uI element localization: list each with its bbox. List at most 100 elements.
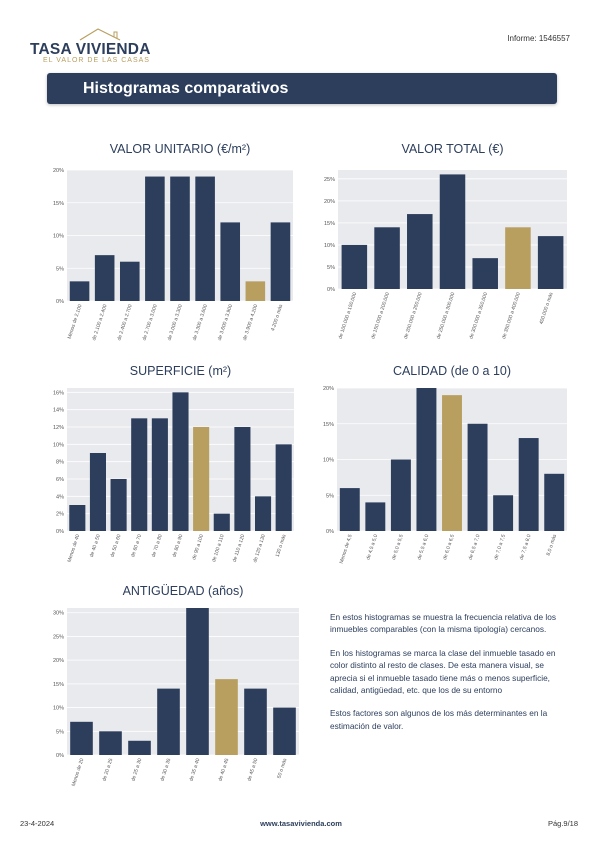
x-tick-label: de 3.900 a 4.200 <box>242 304 259 342</box>
chart-calidad: CALIDAD (de 0 a 10) 0% 5% 10% 15% 20% Menos de… <box>323 364 567 565</box>
bar <box>365 502 386 531</box>
bar-highlight <box>193 427 210 531</box>
bar-highlight <box>245 281 266 301</box>
chart-title: VALOR TOTAL (€) <box>401 142 503 156</box>
bar <box>69 505 86 531</box>
y-tick-label: 5% <box>327 265 335 271</box>
x-tick-label: de 250.000 a 300.000 <box>436 292 457 340</box>
y-tick-label: 2% <box>56 512 64 518</box>
bar <box>493 495 514 531</box>
bar-highlight <box>215 679 238 755</box>
y-tick-label: 5% <box>56 729 64 735</box>
x-tick-label: de 3.000 a 3.300 <box>167 304 184 342</box>
bar <box>472 258 498 289</box>
page-title: Histogramas comparativos <box>83 80 289 97</box>
x-tick-label: de 6,5 a 7,0 <box>468 534 482 561</box>
y-tick-label: 15% <box>323 422 334 428</box>
x-tick-label: de 40 a 45 <box>217 758 230 783</box>
x-tick-label: de 2.700 a 3.000 <box>141 304 158 342</box>
y-tick-label: 0% <box>326 529 334 535</box>
logo-name[interactable]: TASA VIVIENDA <box>30 41 151 58</box>
x-tick-label: de 7,5 a 8,0 <box>519 534 533 561</box>
y-tick-label: 0% <box>327 287 335 293</box>
y-tick-label: 30% <box>53 611 64 617</box>
x-tick-label: de 50 a 60 <box>109 534 122 559</box>
y-tick-label: 15% <box>324 221 335 227</box>
y-tick-label: 15% <box>53 682 64 688</box>
bar <box>195 176 215 301</box>
chart-title: VALOR UNITARIO (€/m²) <box>110 142 251 156</box>
x-tick-label: de 4,5 a 5,0 <box>365 534 379 561</box>
explanation: En estos histogramas se muestra la frecu… <box>330 611 570 743</box>
y-tick-label: 15% <box>53 201 64 207</box>
footer-url-link[interactable]: www.tasavivienda.com <box>260 819 342 828</box>
x-tick-label: de 45 a 50 <box>246 758 259 783</box>
chart-superficie: SUPERFICIE (m²) 0% 2% 4% 6% 8% 10% 12% 14% 16% Men… <box>53 364 294 563</box>
bar <box>145 176 165 301</box>
explanation-paragraph: Estos factores son algunos de los más de… <box>330 708 548 731</box>
bar <box>186 608 209 755</box>
bar <box>537 236 564 289</box>
bar <box>407 214 433 289</box>
bar <box>416 388 437 531</box>
y-tick-label: 4% <box>56 494 64 500</box>
y-tick-label: 10% <box>324 243 335 249</box>
x-tick-label: Menos de 20 <box>71 758 86 788</box>
y-tick-label: 10% <box>53 442 64 448</box>
x-tick-label: de 3.600 a 3.900 <box>217 304 234 342</box>
bar <box>390 459 411 531</box>
y-tick-label: 14% <box>53 408 64 414</box>
y-tick-label: 25% <box>324 177 335 183</box>
chart-title: CALIDAD (de 0 a 10) <box>393 364 511 378</box>
explanation-paragraph: En estos histogramas se muestra la frecu… <box>330 612 556 635</box>
y-tick-label: 25% <box>53 634 64 640</box>
logo-tagline: EL VALOR DE LAS CASAS <box>43 57 150 64</box>
bar <box>439 174 466 289</box>
bar <box>213 513 230 531</box>
bar <box>544 473 565 531</box>
bar <box>157 688 180 755</box>
x-tick-label: 130 o más <box>275 533 288 558</box>
bar <box>270 222 291 301</box>
bar <box>99 731 122 755</box>
x-tick-label: de 6,0 a 6,5 <box>442 534 456 561</box>
x-tick-label: de 25 a 30 <box>130 758 143 783</box>
y-tick-label: 0% <box>56 753 64 759</box>
y-tick-label: 20% <box>53 658 64 664</box>
bar <box>374 227 400 289</box>
x-tick-label: de 110 a 120 <box>232 534 247 563</box>
bar <box>94 255 115 301</box>
bar <box>254 496 272 531</box>
x-tick-label: de 100.000 a 150.000 <box>338 292 359 340</box>
bar <box>518 438 539 531</box>
chart-title: SUPERFICIE (m²) <box>130 364 231 378</box>
x-tick-label: de 300.000 a 350.000 <box>468 292 489 340</box>
y-tick-label: 8% <box>56 460 64 466</box>
bar-highlight <box>442 395 462 531</box>
x-tick-label: 50 o más <box>276 757 288 779</box>
bar <box>170 176 190 301</box>
y-tick-label: 5% <box>56 266 64 272</box>
footer-date: 23-4-2024 <box>20 819 55 828</box>
x-tick-label: de 60 a 70 <box>130 534 143 559</box>
bar <box>70 721 93 755</box>
report-id: Informe: 1546557 <box>507 34 570 43</box>
y-tick-label: 10% <box>323 458 334 464</box>
bar <box>151 418 168 531</box>
x-tick-label: de 70 a 80 <box>151 534 164 559</box>
logo-house-roof-icon <box>79 28 121 41</box>
y-tick-label: 0% <box>56 529 64 535</box>
bar <box>273 707 296 755</box>
x-tick-label: de 35 a 40 <box>188 758 201 783</box>
x-tick-label: de 90 a 100 <box>191 534 205 561</box>
x-tick-label: 400.000 o más <box>539 291 555 325</box>
x-tick-label: de 150.000 a 200.000 <box>370 292 391 340</box>
x-tick-label: Menos de 4,5 <box>339 534 354 565</box>
x-tick-label: de 20 a 25 <box>101 758 114 783</box>
x-tick-label: de 5,5 a 6,0 <box>416 534 430 561</box>
bar <box>339 488 360 531</box>
y-tick-label: 16% <box>53 390 64 396</box>
x-tick-label: de 350.000 a 400.000 <box>501 292 522 340</box>
x-tick-label: 8,0 o más <box>546 533 559 556</box>
bar <box>220 222 241 301</box>
